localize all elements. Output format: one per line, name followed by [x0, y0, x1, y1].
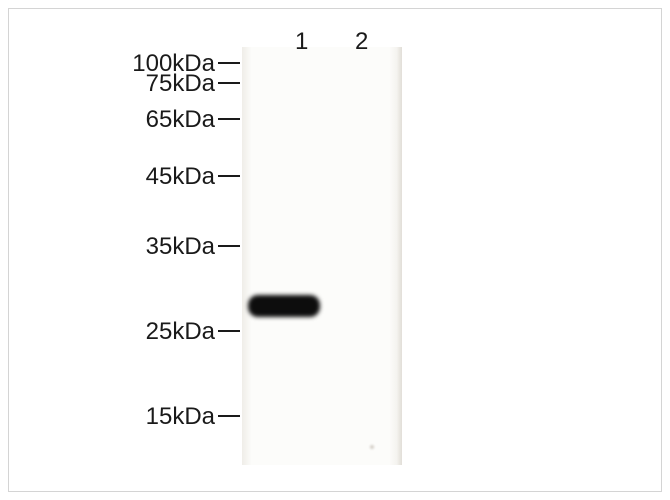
mw-tick-0 — [218, 62, 240, 64]
mw-tick-5 — [218, 330, 240, 332]
mw-tick-4 — [218, 245, 240, 247]
blot-background — [242, 47, 402, 465]
mw-label-2: 65kDa — [146, 106, 215, 134]
mw-label-4: 35kDa — [146, 233, 215, 261]
mw-tick-6 — [218, 415, 240, 417]
blot-membrane — [242, 47, 402, 465]
mw-tick-1 — [218, 82, 240, 84]
artifact-0 — [370, 445, 374, 449]
mw-label-6: 15kDa — [146, 403, 215, 431]
lane-label-1: 1 — [295, 28, 308, 56]
band-lane-1 — [248, 295, 320, 317]
western-blot-figure: 12 100kDa75kDa65kDa45kDa35kDa25kDa15kDa — [0, 0, 670, 500]
mw-label-1: 75kDa — [146, 70, 215, 98]
blot-right-edge — [397, 47, 402, 465]
mw-tick-2 — [218, 118, 240, 120]
mw-tick-3 — [218, 175, 240, 177]
lane-label-2: 2 — [355, 28, 368, 56]
mw-label-3: 45kDa — [146, 163, 215, 191]
mw-label-5: 25kDa — [146, 318, 215, 346]
